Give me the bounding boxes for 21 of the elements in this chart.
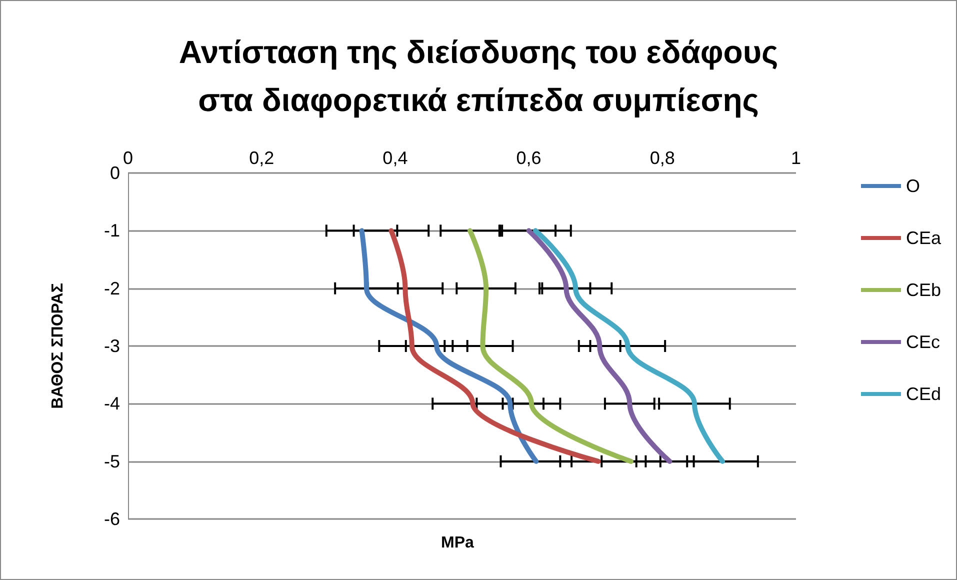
x-tick-label: 1: [790, 148, 802, 168]
x-tick-label: 0,2: [249, 148, 274, 168]
x-axis-title: MPa: [441, 534, 474, 552]
legend-label: CEb: [906, 280, 941, 300]
legend-label: CEc: [906, 332, 940, 352]
legend-label: CEd: [906, 384, 941, 404]
y-tick-label: -1: [104, 220, 120, 241]
y-tick-label: -5: [104, 451, 120, 472]
legend-label: O: [906, 176, 920, 196]
x-tick-label: 0,8: [650, 148, 675, 168]
x-tick-label: 0: [122, 148, 134, 168]
y-tick-label: 0: [110, 163, 120, 183]
y-tick-label: -4: [104, 394, 120, 414]
x-tick-label: 0,6: [516, 148, 542, 168]
y-tick-label: -2: [104, 278, 120, 298]
y-axis-title: ΒΑΘΟΣ ΣΠΟΡΑΣ: [50, 282, 66, 409]
x-tick-label: 0,4: [382, 148, 408, 168]
chart-title: Αντίσταση της διείσδυσης του εδάφους στα διαφορετικά επίπεδα συμπίεσης: [178, 34, 778, 118]
y-tick-label: -6: [104, 509, 120, 529]
legend-label: CEa: [906, 228, 942, 248]
y-tick-label: -3: [104, 336, 120, 356]
